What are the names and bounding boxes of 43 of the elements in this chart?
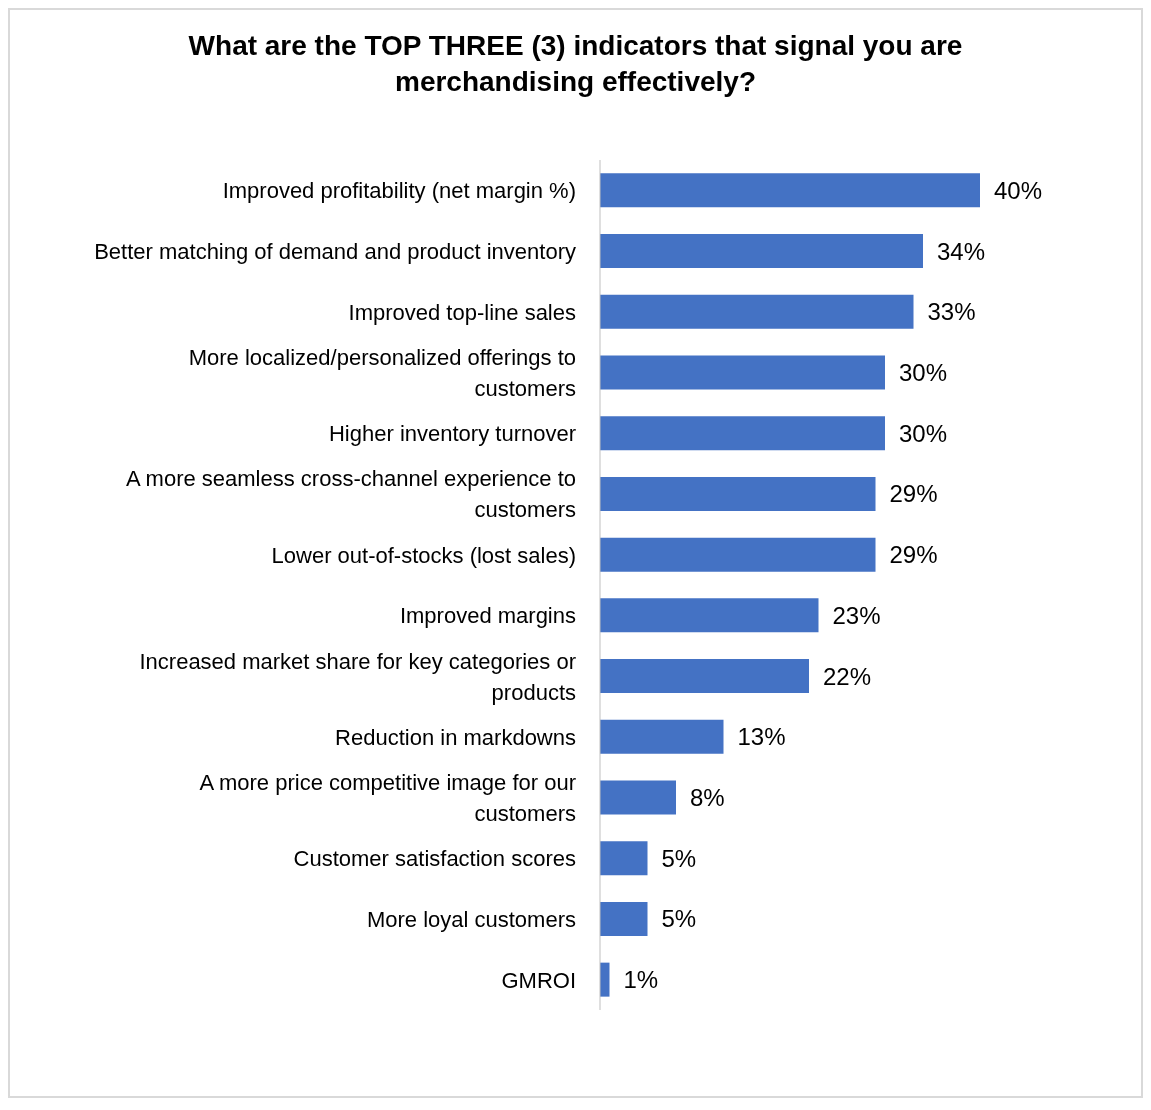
data-label: 22% xyxy=(823,662,872,690)
bar xyxy=(600,598,819,633)
y-tick-label: A more price competitive image for our customers xyxy=(199,769,576,826)
data-label: 40% xyxy=(994,176,1043,204)
bar xyxy=(600,234,923,269)
data-label: 29% xyxy=(889,541,938,569)
bar xyxy=(600,537,876,572)
bar xyxy=(600,476,876,511)
bar xyxy=(600,355,885,390)
data-label: 23% xyxy=(832,601,881,629)
bar xyxy=(600,841,648,876)
y-tick-label: Reduction in markdowns xyxy=(335,724,576,750)
y-tick-label: Lower out-of-stocks (lost sales) xyxy=(271,542,576,568)
data-label: 5% xyxy=(661,905,697,933)
bar xyxy=(600,416,885,451)
bar xyxy=(600,780,676,815)
data-label: 1% xyxy=(623,966,659,994)
y-tick-label: Improved top-line sales xyxy=(348,299,576,325)
data-label: 30% xyxy=(899,359,948,387)
y-tick-label: Improved margins xyxy=(399,602,576,628)
data-label: 33% xyxy=(927,298,976,326)
y-tick-label: A more seamless cross-channel experience to customers xyxy=(126,465,576,522)
y-tick-label: GMROI xyxy=(501,967,576,993)
data-label: 13% xyxy=(737,723,786,751)
y-tick-label: Higher inventory turnover xyxy=(328,420,576,446)
bar xyxy=(600,901,648,936)
data-label: 30% xyxy=(899,419,948,447)
bar xyxy=(600,173,980,208)
y-tick-label: Customer satisfaction scores xyxy=(293,845,576,871)
y-tick-label: More localized/personalized offerings to customers xyxy=(188,344,576,401)
bar xyxy=(600,659,809,694)
data-label: 5% xyxy=(661,844,697,872)
y-tick-label: More loyal customers xyxy=(366,906,576,932)
y-tick-label: Better matching of demand and product inventory xyxy=(94,238,576,264)
bar xyxy=(600,719,724,754)
y-tick-label: Increased market share for key categories or products xyxy=(139,648,576,705)
data-label: 8% xyxy=(690,784,725,812)
bar xyxy=(600,962,610,997)
data-label: 29% xyxy=(889,480,938,508)
data-label: 34% xyxy=(937,237,986,265)
chart-title: What are the TOP THREE (3) indicators that signal you are merchandising effectively? xyxy=(187,29,964,99)
bar xyxy=(600,294,914,329)
y-tick-label: Improved profitability (net margin %) xyxy=(222,177,576,203)
